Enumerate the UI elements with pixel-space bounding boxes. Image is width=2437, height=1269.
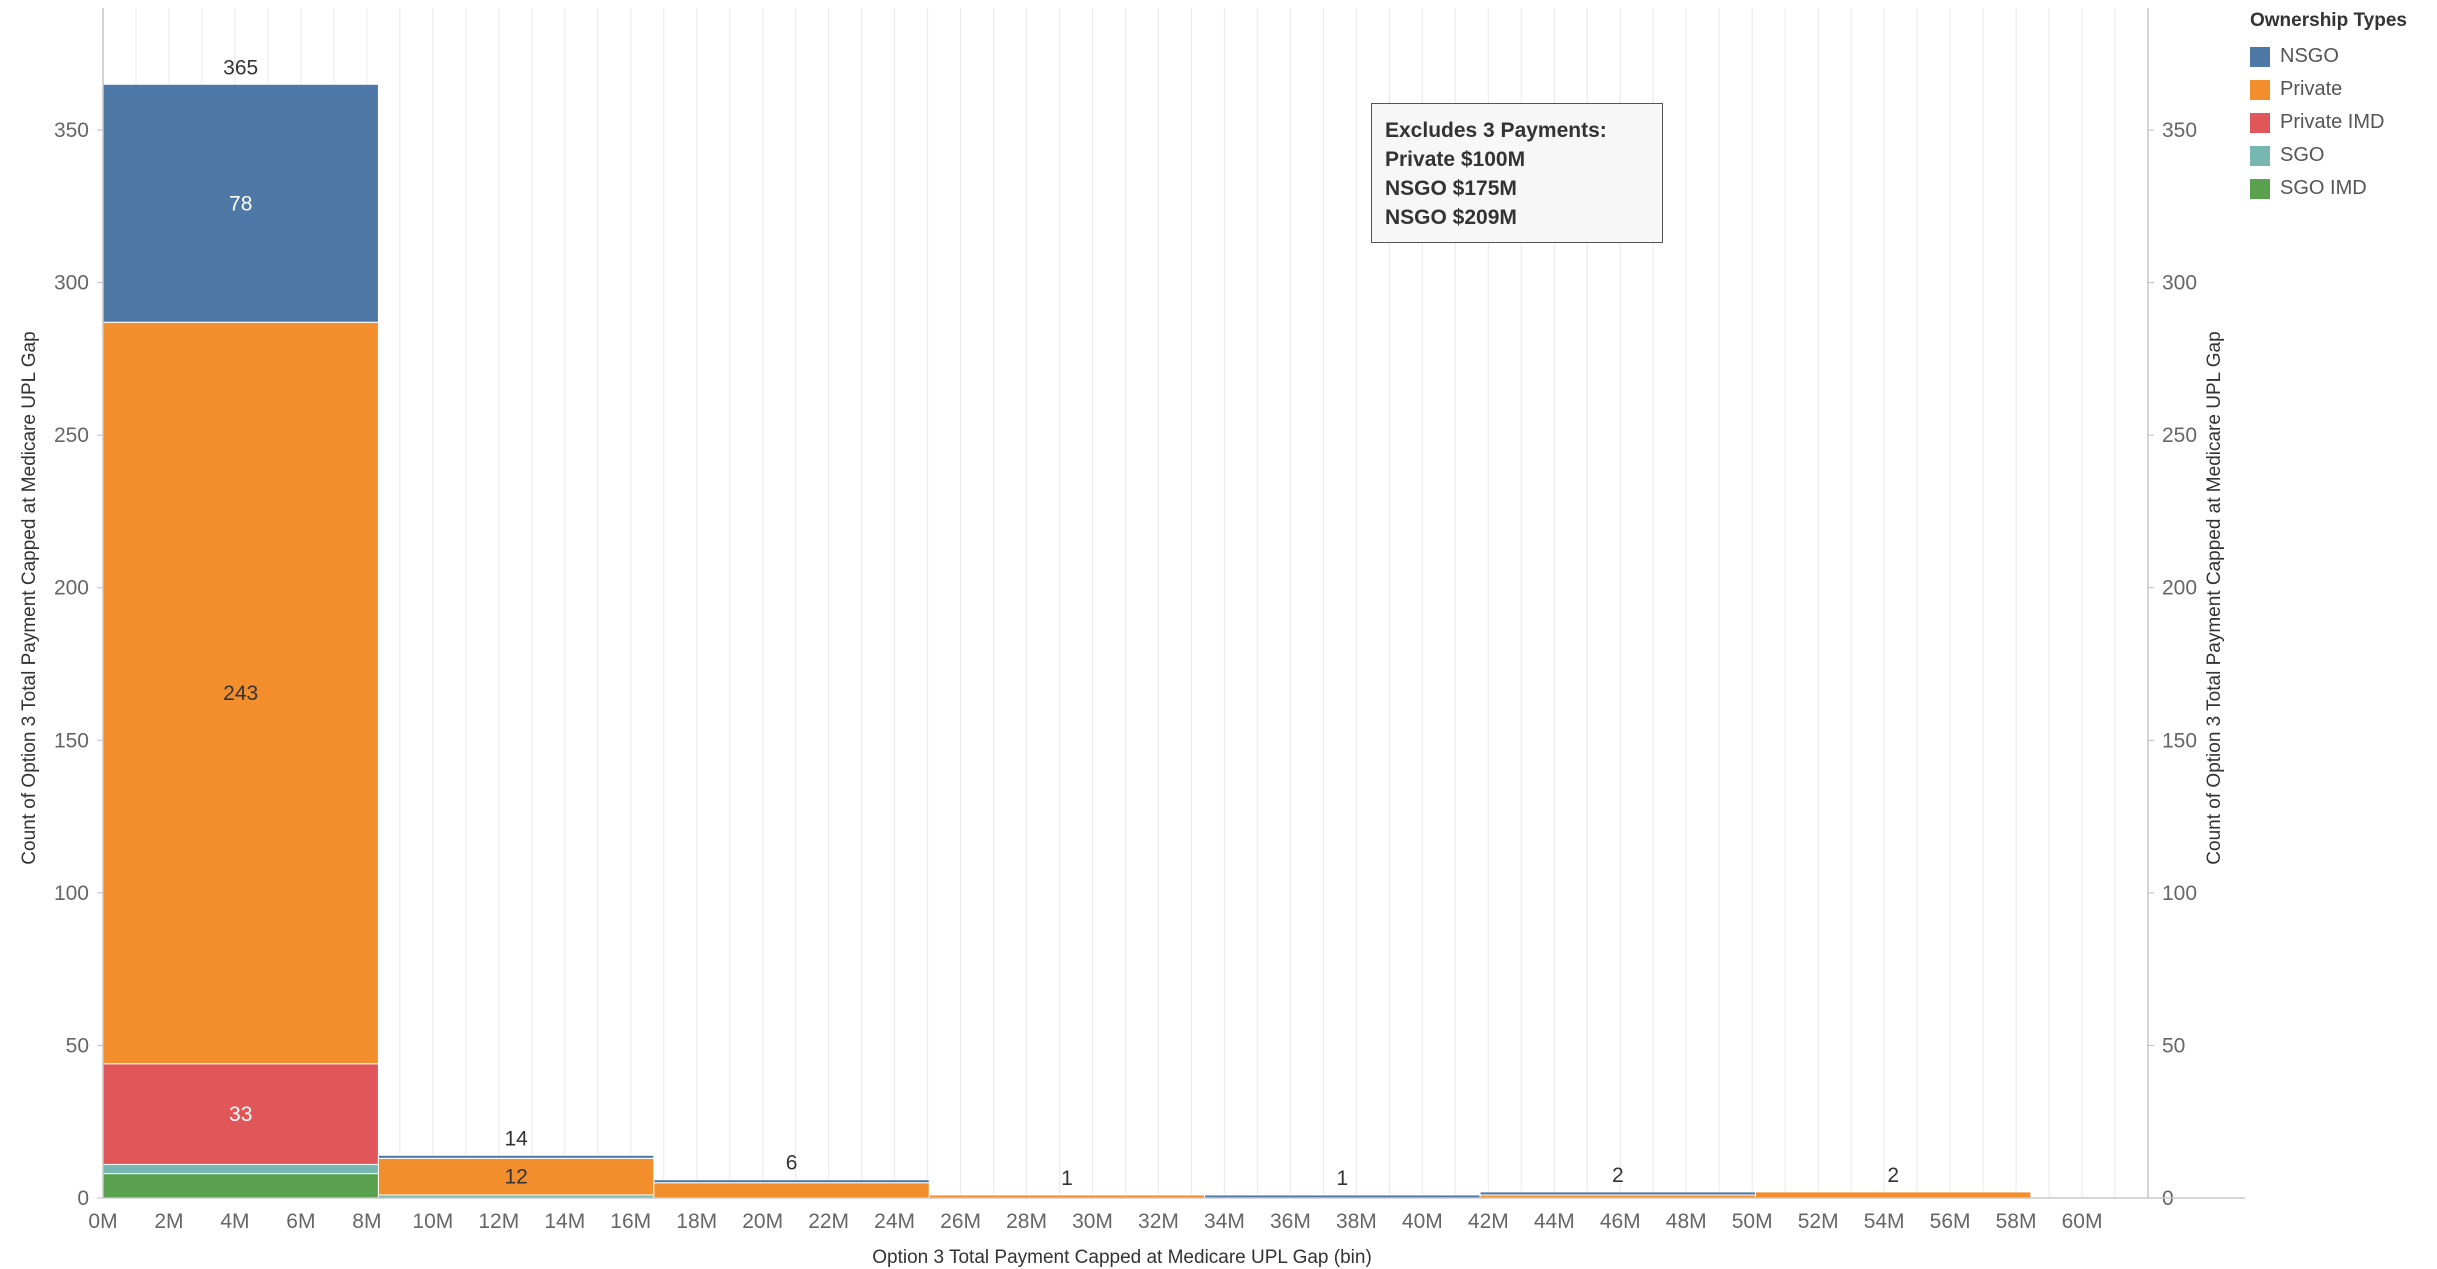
y-tick-label-right: 300 — [2162, 272, 2197, 295]
x-tick-label: 28M — [1006, 1210, 1047, 1233]
y-axis-title-right: Count of Option 3 Total Payment Capped a… — [2204, 331, 2225, 864]
legend-swatch — [2250, 178, 2270, 199]
x-tick-label: 10M — [412, 1210, 453, 1233]
segment-label: 78 — [229, 192, 252, 215]
x-tick-label: 30M — [1072, 1210, 1113, 1233]
x-tick-label: 8M — [352, 1210, 381, 1233]
x-tick-label: 56M — [1930, 1210, 1971, 1233]
bar-segment — [377, 1157, 655, 1196]
x-tick-label: 36M — [1270, 1210, 1311, 1233]
x-tick-label: 48M — [1666, 1210, 1707, 1233]
legend-item-private[interactable]: Private — [2250, 73, 2435, 106]
x-tick-label: 54M — [1864, 1210, 1905, 1233]
x-tick-label: 42M — [1468, 1210, 1509, 1233]
x-tick-label: 58M — [1996, 1210, 2037, 1233]
annotation-line: Private $100M — [1385, 148, 1526, 171]
annotation-line: NSGO $175M — [1385, 177, 1517, 200]
bar-segment — [377, 1154, 655, 1159]
legend-title: Ownership Types — [2250, 10, 2407, 31]
bar-segment — [102, 1163, 379, 1175]
x-tick-label: 44M — [1534, 1210, 1575, 1233]
y-tick-label-right: 100 — [2162, 882, 2197, 905]
legend: Ownership Types NSGO Private Private IMD… — [2250, 10, 2435, 205]
bar-segment — [653, 1182, 930, 1199]
y-tick-label-right: 250 — [2162, 424, 2197, 447]
y-tick-label-left: 350 — [54, 119, 89, 142]
legend-label: SGO IMD — [2280, 177, 2367, 199]
segment-label: 33 — [229, 1103, 252, 1126]
x-tick-label: 38M — [1336, 1210, 1377, 1233]
bar-segment — [102, 321, 379, 1065]
segment-label: 243 — [223, 682, 258, 705]
x-tick-label: 14M — [544, 1210, 585, 1233]
x-tick-label: 2M — [154, 1210, 183, 1233]
x-tick-label: 60M — [2062, 1210, 2103, 1233]
axes: 0M 2M 4M 6M 8M 10M 12M 14M 16M 18M 20M 22M 24M 26M 28M… — [54, 8, 2245, 1233]
x-tick-label: 34M — [1204, 1210, 1245, 1233]
x-tick-label: 46M — [1600, 1210, 1641, 1233]
total-label: 1 — [1061, 1167, 1073, 1190]
y-tick-label-right: 200 — [2162, 577, 2197, 600]
bar-segment — [1479, 1191, 1756, 1196]
bar-segment — [102, 1063, 379, 1165]
y-tick-label-left: 200 — [54, 577, 89, 600]
y-tick-label-left: 150 — [54, 729, 89, 752]
x-tick-label: 0M — [88, 1210, 117, 1233]
bar-segment — [102, 83, 379, 323]
y-tick-label-left: 100 — [54, 882, 89, 905]
annotation-line: Excludes 3 Payments: — [1385, 119, 1607, 142]
annotation-line: NSGO $209M — [1385, 206, 1517, 229]
legend-swatch — [2250, 46, 2270, 67]
y-tick-label-left: 300 — [54, 272, 89, 295]
total-label: 365 — [223, 56, 258, 79]
legend-item-private-imd[interactable]: Private IMD — [2250, 106, 2435, 139]
total-label: 14 — [504, 1127, 528, 1150]
legend-swatch — [2250, 112, 2270, 133]
bar-segment — [1754, 1191, 2032, 1199]
legend-label: NSGO — [2280, 45, 2339, 67]
legend-item-sgo[interactable]: SGO — [2250, 139, 2435, 172]
annotation-box: Excludes 3 Payments: Private $100M NSGO … — [1371, 103, 1663, 243]
x-tick-label: 6M — [286, 1210, 315, 1233]
x-tick-label: 18M — [676, 1210, 717, 1233]
y-axis-title-left: Count of Option 3 Total Payment Capped a… — [19, 331, 40, 864]
legend-label: SGO — [2280, 144, 2325, 166]
x-tick-label: 24M — [874, 1210, 915, 1233]
x-tick-label: 32M — [1138, 1210, 1179, 1233]
x-tick-label: 4M — [220, 1210, 249, 1233]
bars — [102, 83, 2032, 1199]
x-tick-label: 12M — [478, 1210, 519, 1233]
x-tick-label: 52M — [1798, 1210, 1839, 1233]
total-label: 2 — [1612, 1164, 1624, 1187]
legend-swatch — [2250, 145, 2270, 166]
segment-label: 12 — [504, 1166, 527, 1189]
legend-label: Private IMD — [2280, 111, 2385, 133]
x-tick-label: 26M — [940, 1210, 981, 1233]
bar-segment — [653, 1179, 930, 1184]
x-tick-label: 16M — [610, 1210, 651, 1233]
bar-segment — [102, 1173, 379, 1199]
legend-item-nsgo[interactable]: NSGO — [2250, 40, 2435, 73]
y-tick-label-right: 50 — [2162, 1034, 2185, 1057]
legend-item-sgo-imd[interactable]: SGO IMD — [2250, 172, 2435, 205]
y-tick-label-left: 250 — [54, 424, 89, 447]
total-label: 1 — [1337, 1167, 1349, 1190]
grid-lines — [102, 8, 2149, 1198]
y-tick-label-right: 350 — [2162, 119, 2197, 142]
y-tick-label-left: 50 — [66, 1034, 89, 1057]
x-tick-label: 20M — [742, 1210, 783, 1233]
x-tick-label: 40M — [1402, 1210, 1443, 1233]
total-label: 6 — [786, 1152, 798, 1175]
x-tick-label: 50M — [1732, 1210, 1773, 1233]
x-axis-title: Option 3 Total Payment Capped at Medicar… — [872, 1247, 1372, 1268]
legend-label: Private — [2280, 78, 2343, 100]
y-tick-label-right: 150 — [2162, 729, 2197, 752]
y-tick-label-left: 0 — [77, 1187, 89, 1210]
legend-swatch — [2250, 79, 2270, 100]
x-tick-label: 22M — [808, 1210, 849, 1233]
total-label: 2 — [1887, 1164, 1899, 1187]
